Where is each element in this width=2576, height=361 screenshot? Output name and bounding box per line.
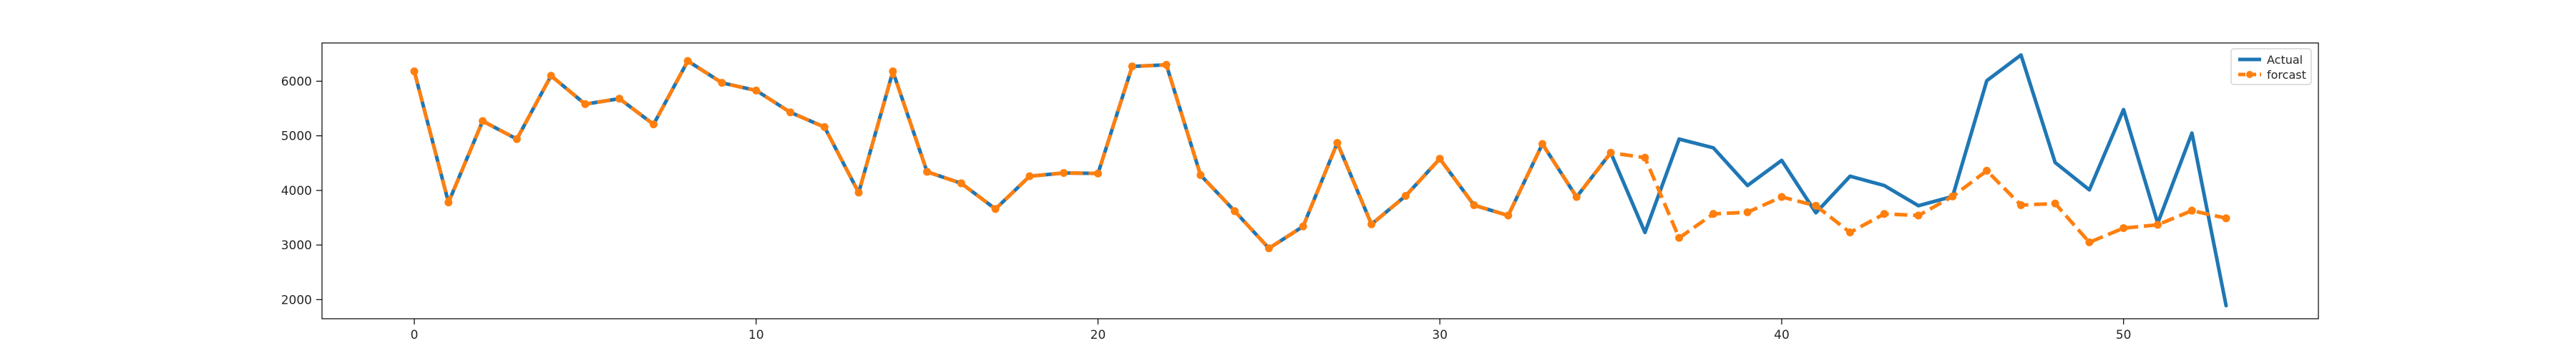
legend-label-actual: Actual [2267,53,2303,67]
series-point-forcast [786,108,794,117]
series-point-forcast [649,120,658,129]
series-point-forcast [1025,172,1034,180]
series-point-forcast [1743,208,1752,216]
series-point-forcast [1983,166,1991,175]
series-point-forcast [410,67,419,76]
x-tick-label: 0 [411,328,419,342]
series-point-forcast [2153,221,2162,229]
x-tick-label: 50 [2116,328,2132,342]
series-point-forcast [1777,193,1786,201]
series-point-forcast [1060,168,1068,177]
series-point-forcast [479,117,487,125]
series-point-forcast [1264,244,1273,253]
series-point-forcast [1948,192,1957,201]
series-point-forcast [1333,139,1342,148]
x-tick-label: 30 [1432,328,1448,342]
series-point-forcast [1641,153,1649,162]
series-point-forcast [1196,171,1205,179]
y-tick-label: 5000 [281,130,312,144]
x-axis: 0 10 20 30 40 50 [411,319,2132,342]
series-point-forcast [2119,223,2128,232]
series-point-forcast [889,67,897,76]
series-point-forcast [1401,191,1410,200]
series-point-forcast [820,122,829,131]
series-point-forcast [1606,148,1615,157]
series-point-forcast [2051,199,2059,208]
x-tick-label: 40 [1774,328,1790,342]
y-tick-label: 3000 [281,239,312,253]
series-point-forcast [2085,238,2094,246]
series-point-forcast [512,135,521,143]
series-point-forcast [718,79,726,87]
series-point-forcast [1470,201,1478,209]
series-point-forcast [752,86,761,95]
legend-marker-forcast [2246,71,2253,78]
series-point-forcast [991,205,1000,213]
series-point-forcast [1709,210,1717,218]
legend-label-forcast: forcast [2267,68,2306,82]
series-point-forcast [1504,211,1513,220]
series-point-forcast [1914,211,1923,220]
y-tick-label: 2000 [281,293,312,307]
series-point-forcast [854,188,863,197]
series-point-forcast [2222,214,2230,223]
series-point-forcast [957,179,965,188]
y-axis: 2000 3000 4000 5000 6000 [281,74,322,307]
series-point-forcast [1675,234,1684,242]
x-tick-label: 10 [748,328,764,342]
series-point-forcast [1812,201,1820,210]
series-point-forcast [581,100,590,108]
series-point-forcast [1572,193,1581,201]
y-tick-label: 6000 [281,74,312,89]
series-point-forcast [1128,62,1136,71]
series-point-forcast [2016,201,2025,209]
series-point-forcast [923,168,932,176]
series-point-forcast [683,57,692,65]
plot-area-frame [321,42,2319,319]
series-point-forcast [1435,155,1444,163]
series-point-forcast [1093,169,1102,178]
series-point-forcast [1846,228,1854,237]
series-point-forcast [444,198,453,207]
series-point-forcast [547,72,555,80]
series-point-forcast [2187,206,2196,215]
series-layer [410,53,2230,308]
series-point-forcast [1231,207,1239,216]
series-point-forcast [1880,210,1888,218]
y-tick-label: 4000 [281,184,312,198]
series-point-forcast [1299,222,1307,231]
series-point-forcast [615,95,624,103]
x-tick-label: 20 [1091,328,1106,342]
series-point-forcast [1162,61,1171,69]
series-line-forcast [412,59,2227,251]
series-point-forcast [1367,220,1376,228]
series-point-forcast [1538,140,1547,148]
